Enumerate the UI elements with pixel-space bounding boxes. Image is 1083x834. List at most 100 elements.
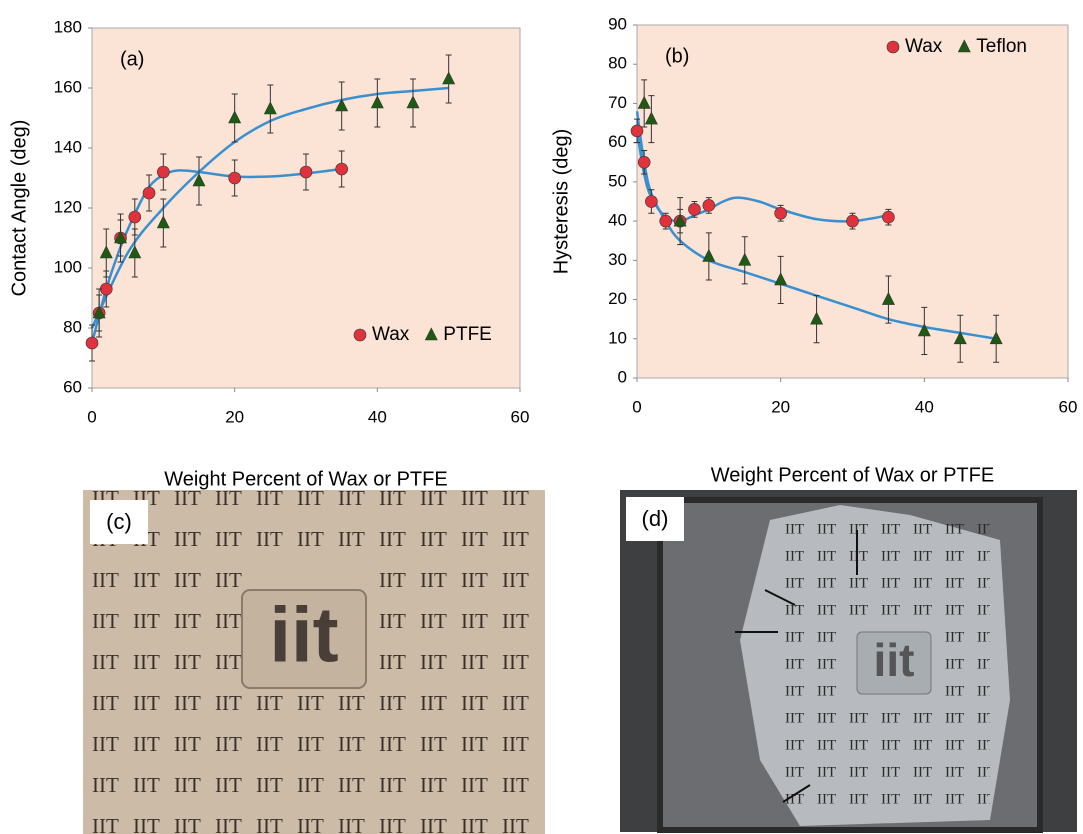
pattern-text: IIT [92,568,119,592]
y-axis-label: Contact Angle (deg) [8,120,30,297]
pattern-text: IIT [379,773,406,797]
pattern-text: IIT [945,710,964,726]
pattern-text: IIT [379,609,406,633]
pattern-text: IIT [881,764,900,780]
pattern-text: IIT [849,575,868,591]
pattern-text: IIT [945,791,964,807]
data-point [882,211,894,223]
pattern-text: IIT [215,691,242,715]
data-point [645,196,657,208]
pattern-text: IIT [945,575,964,591]
data-point [157,166,169,178]
pattern-text: IIT [817,656,836,672]
y-tick-label: 50 [608,171,627,190]
data-point [300,166,312,178]
pattern-text: IIT [174,650,201,674]
pattern-text: IIT [297,527,324,551]
pattern-text: IIT [256,773,283,797]
pattern-text: IIT [133,568,160,592]
pattern-text: IIT [945,548,964,564]
pattern-text: IIT [461,486,488,510]
pattern-text: IIT [817,791,836,807]
pattern-text: IIT [785,548,804,564]
pattern-text: IIT [913,791,932,807]
pattern-text: IIT [913,764,932,780]
pattern-text: IIT [881,602,900,618]
pattern-text: IIT [379,568,406,592]
pattern-text: IIT [215,527,242,551]
pattern-text: IIT [256,527,283,551]
pattern-text: IIT [817,710,836,726]
pattern-text: IIT [338,773,365,797]
pattern-text: IIT [461,814,488,834]
pattern-text: IIT [785,575,804,591]
pattern-text: IIT [913,737,932,753]
panel-label: (c) [106,509,132,534]
pattern-text: IIT [817,548,836,564]
x-tick-label: 60 [1059,397,1078,416]
pattern-text: IIT [945,521,964,537]
pattern-text: IIT [174,568,201,592]
data-point [86,337,98,349]
pattern-text: IIT [338,814,365,834]
pattern-text: IIT [461,527,488,551]
y-tick-label: 20 [608,289,627,308]
pattern-text: IIT [92,650,119,674]
pattern-text: IIT [420,732,447,756]
pattern-text: IIT [849,764,868,780]
legend-label: PTFE [443,324,492,345]
pattern-text: IIT [420,814,447,834]
pattern-text: IIT [785,710,804,726]
pattern-text: IIT [849,548,868,564]
pattern-text: IIT [133,691,160,715]
pattern-text: IIT [379,650,406,674]
pattern-text: IIT [881,737,900,753]
pattern-text: IIT [461,609,488,633]
pattern-text: IIT [215,773,242,797]
pattern-text: IIT [849,737,868,753]
pattern-text: IIT [817,737,836,753]
pattern-text: IIT [420,568,447,592]
pattern-text: IIT [881,710,900,726]
pattern-text: IIT [913,521,932,537]
pattern-text: IIT [881,521,900,537]
pattern-text: IIT [379,527,406,551]
pattern-text: IIT [174,814,201,834]
pattern-text: IIT [92,732,119,756]
legend-marker [887,41,899,53]
legend-label: Teflon [976,36,1027,57]
panel-label: (a) [120,48,144,70]
data-point [143,187,155,199]
photo: IIT IIT IIT IIT IIT IIT IIT IIT IIT IIT IIT IIT IIT I… [83,486,545,834]
x-tick-label: 20 [771,397,790,416]
pattern-text: IIT [881,575,900,591]
panel-label: (d) [642,506,669,531]
pattern-text: IIT [297,814,324,834]
pattern-text: IIT [133,609,160,633]
data-point [638,156,650,168]
pattern-text: IIT [785,656,804,672]
y-tick-label: 30 [608,250,627,269]
pattern-text: IIT [849,710,868,726]
pattern-text: IIT [461,568,488,592]
pattern-text: IIT [913,548,932,564]
pattern-text: IIT [215,732,242,756]
pattern-text: IIT [420,773,447,797]
x-tick-label: 20 [225,407,244,426]
pattern-text: IIT [502,650,529,674]
pattern-text: IIT [785,521,804,537]
pattern-text: IIT [945,602,964,618]
pattern-text: IIT [133,773,160,797]
pattern-text: IIT [297,732,324,756]
pattern-text: IIT [461,732,488,756]
y-tick-label: 60 [608,132,627,151]
x-tick-label: 40 [368,407,387,426]
legend-label: Wax [372,324,410,345]
pattern-text: IIT [133,814,160,834]
pattern-text: IIT [945,683,964,699]
pattern-text: IIT [420,609,447,633]
pattern-text: IIT [420,527,447,551]
pattern-text: IIT [881,548,900,564]
y-tick-label: 160 [54,77,82,96]
pattern-text: IIT [133,650,160,674]
